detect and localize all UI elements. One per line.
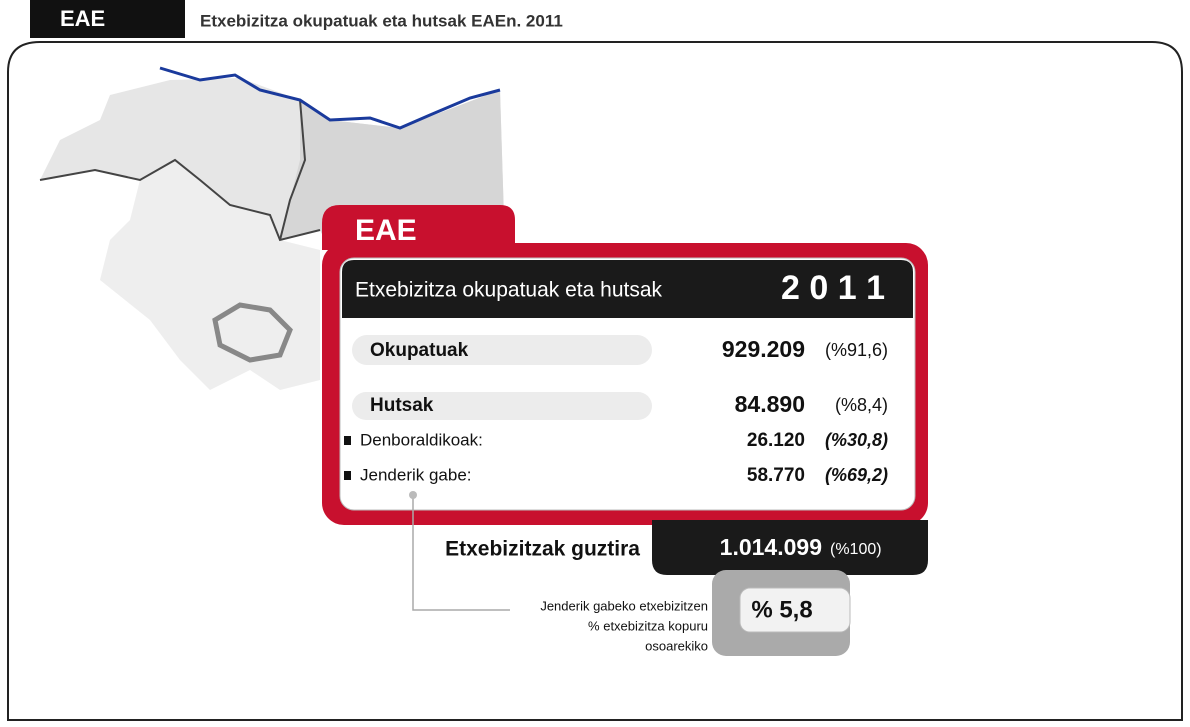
row-share: (%8,4) <box>835 395 888 415</box>
card-header <box>342 260 913 318</box>
connector <box>412 495 510 611</box>
note-value: % 5,8 <box>751 596 812 623</box>
card-tab <box>322 205 515 250</box>
row-label: Jenderik gabe: <box>360 465 472 484</box>
header-title: Etxebizitza okupatuak eta hutsak EAEn. 2… <box>200 11 563 30</box>
note-line: osoarekiko <box>645 638 708 653</box>
card-heading: Etxebizitza okupatuak eta hutsak <box>355 279 663 302</box>
map-region <box>100 160 320 390</box>
row-pill <box>352 392 652 420</box>
row-value: 929.209 <box>722 336 805 362</box>
row-value: 84.890 <box>735 391 805 417</box>
coastline <box>159 66 501 130</box>
card-tag: EAE <box>355 214 417 247</box>
row-label: Hutsak <box>370 395 434 416</box>
bullet <box>344 436 351 445</box>
row-share: (%91,6) <box>825 340 888 360</box>
note-line: % etxebizitza kopuru <box>588 618 708 633</box>
map-border <box>279 99 307 241</box>
connector-dot <box>409 491 417 499</box>
row-value: 58.770 <box>747 465 805 486</box>
row-pill <box>352 335 652 365</box>
total-share: (%100) <box>830 541 882 558</box>
total-value: 1.014.099 <box>720 534 822 560</box>
row-share: (%69,2) <box>825 465 888 485</box>
row-share: (%30,8) <box>825 430 888 450</box>
enclave <box>212 302 293 363</box>
bullet <box>344 471 351 480</box>
frame <box>7 41 1183 721</box>
row-label: Denboraldikoak: <box>360 430 483 449</box>
map-border <box>39 158 321 242</box>
row-value: 26.120 <box>747 430 805 451</box>
note-value-box <box>739 587 851 633</box>
card-inner <box>339 257 916 511</box>
card-year: 2 0 1 1 <box>781 269 885 307</box>
row-label: Okupatuak <box>370 340 469 361</box>
total-label: Etxebizitzak guztira <box>445 538 640 561</box>
header-tab <box>30 0 185 38</box>
note-line: Jenderik gabeko etxebizitzen <box>540 598 708 613</box>
header-tag: EAE <box>60 6 105 31</box>
total-box <box>652 520 928 575</box>
